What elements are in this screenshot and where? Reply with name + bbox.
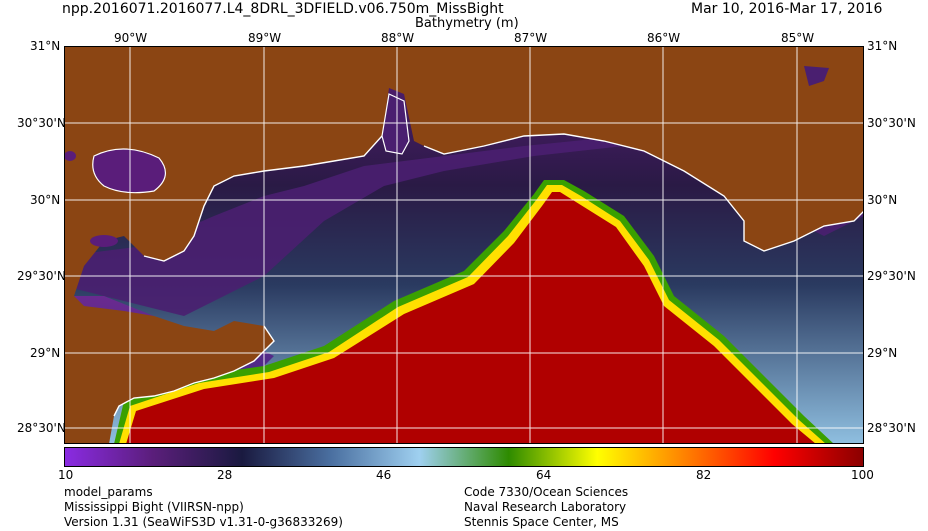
lon-tick-label: 85°W bbox=[781, 31, 815, 45]
map-canvas bbox=[64, 46, 864, 444]
footer-right-line: Stennis Space Center, MS bbox=[464, 515, 619, 529]
product-name: npp.2016071.2016077.L4_8DRL_3DFIELD.v06.… bbox=[62, 1, 504, 17]
lat-tick-label-left: 30°30'N bbox=[17, 116, 66, 130]
date-range: Mar 10, 2016-Mar 17, 2016 bbox=[691, 1, 883, 17]
lat-tick-label-right: 28°30'N bbox=[867, 421, 916, 435]
footer-right-line: Naval Research Laboratory bbox=[464, 500, 627, 514]
lat-tick-label-left: 29°30'N bbox=[17, 269, 66, 283]
lon-tick-label: 87°W bbox=[514, 31, 548, 45]
lat-tick-label-right: 30°30'N bbox=[867, 116, 916, 130]
colorbar-tick-label: 10 bbox=[58, 468, 74, 482]
bathymetry-map[interactable] bbox=[64, 46, 864, 444]
lon-tick-label: 86°W bbox=[647, 31, 681, 45]
lat-tick-label-left: 31°N bbox=[30, 39, 61, 53]
lat-tick-label-right: 31°N bbox=[867, 39, 898, 53]
lat-tick-label-left: 28°30'N bbox=[17, 421, 66, 435]
colorbar-tick-label: 46 bbox=[376, 468, 392, 482]
lat-tick-label-right: 29°N bbox=[867, 346, 898, 360]
lat-tick-label-left: 29°N bbox=[30, 346, 61, 360]
deep-water bbox=[126, 192, 816, 444]
lat-tick-label-right: 30°N bbox=[867, 193, 898, 207]
northeast-lake bbox=[804, 66, 829, 86]
coastline bbox=[113, 133, 864, 417]
small-lake bbox=[64, 151, 76, 161]
colorbar-tick-label: 64 bbox=[536, 468, 552, 482]
footer-left-line: Version 1.31 (SeaWiFS3D v1.31-0-g3683326… bbox=[64, 515, 343, 529]
colorbar-tick-label: 28 bbox=[217, 468, 233, 482]
lon-tick-label: 89°W bbox=[248, 31, 282, 45]
map-border bbox=[64, 46, 864, 444]
small-lake bbox=[90, 235, 118, 247]
lat-tick-label-left: 30°N bbox=[30, 193, 61, 207]
colorbar-tick-label: 82 bbox=[696, 468, 712, 482]
lon-tick-label: 90°W bbox=[114, 31, 148, 45]
colorbar bbox=[64, 447, 864, 467]
lat-tick-label-right: 29°30'N bbox=[867, 269, 916, 283]
lon-tick-label: 88°W bbox=[381, 31, 415, 45]
footer-left-line: model_params bbox=[64, 485, 153, 499]
footer-left-line: Mississippi Bight (VIIRSN-npp) bbox=[64, 500, 244, 514]
colorbar-tick-label: 100 bbox=[851, 468, 874, 482]
parameter-title: Bathymetry (m) bbox=[415, 16, 519, 31]
lake-pontchartrain bbox=[92, 148, 166, 194]
footer-right-line: Code 7330/Ocean Sciences bbox=[464, 485, 629, 499]
graticule bbox=[64, 46, 864, 444]
